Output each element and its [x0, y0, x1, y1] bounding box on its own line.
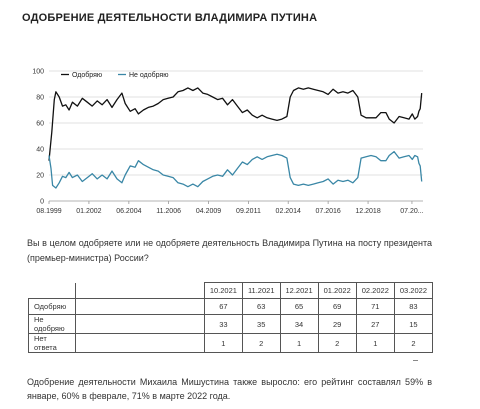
table-cell: 2 [241, 333, 281, 353]
x-tick-label: 08.1999 [36, 208, 61, 215]
y-tick-label: 60 [36, 121, 44, 128]
table-resize-handle[interactable] [413, 360, 418, 362]
table-column-header: 10.2021 [203, 282, 243, 299]
x-tick-label: 01.2002 [76, 208, 101, 215]
table-header-row: 10.2021 11.2021 12.2021 01.2022 02.2022 … [28, 282, 434, 299]
table-column-header: 11.2021 [241, 282, 281, 299]
footer-paragraph: Одобрение деятельности Михаила Мишустина… [27, 377, 432, 401]
table-column-header: 03.2022 [393, 282, 434, 299]
table-cell: 15 [393, 314, 434, 334]
survey-question: Вы в целом одобряете или не одобряете де… [27, 238, 432, 263]
x-tick-label: 09.2011 [236, 208, 261, 215]
table-gap-cell [74, 333, 205, 353]
poll-table: 10.2021 11.2021 12.2021 01.2022 02.2022 … [28, 282, 434, 353]
x-tick-label: 04.2009 [196, 208, 221, 215]
table-gap-cell [74, 314, 205, 334]
table-cell: 1 [355, 333, 395, 353]
y-tick-label: 40 [36, 147, 44, 154]
table-corner [28, 282, 76, 299]
x-tick-label: 07.2016 [315, 208, 340, 215]
table-corner-gap [75, 282, 205, 299]
y-tick-label: 100 [32, 69, 44, 76]
table-cell: 71 [355, 298, 395, 315]
chart-svg: 0 20 40 60 80 100 08.1999 01.2002 06.2004 11.2006… [32, 69, 423, 216]
table-row: Нет ответа 1 2 1 2 1 2 [28, 333, 434, 353]
table-cell: 1 [279, 333, 319, 353]
table-cell: 65 [279, 298, 319, 315]
table-cell: 83 [393, 298, 434, 315]
page-title: ОДОБРЕНИЕ ДЕЯТЕЛЬНОСТИ ВЛАДИМИРА ПУТИНА [22, 12, 318, 24]
table-column-header: 12.2021 [279, 282, 319, 299]
x-tick-label: 07.20... [400, 208, 423, 215]
legend-label: Не одобряю [129, 71, 168, 79]
row-label: Одобряю [28, 298, 76, 315]
y-tick-label: 80 [36, 95, 44, 102]
x-tick-label: 11.2006 [156, 208, 181, 215]
legend-label: Одобряю [72, 71, 102, 79]
table-cell: 29 [317, 314, 357, 334]
table-cell: 1 [203, 333, 243, 353]
table-cell: 2 [317, 333, 357, 353]
table-gap-cell [74, 298, 205, 315]
table-cell: 34 [279, 314, 319, 334]
table-column-header: 01.2022 [317, 282, 357, 299]
series-line-approve [48, 87, 423, 161]
row-label: Не одобряю [28, 314, 76, 334]
y-tick-label: 20 [36, 173, 44, 180]
x-tick-label: 02.2014 [276, 208, 301, 215]
table-cell: 35 [241, 314, 281, 334]
approval-chart: 0 20 40 60 80 100 08.1999 01.2002 06.2004 11.2006… [18, 58, 438, 220]
table-cell: 67 [203, 298, 243, 315]
row-label: Нет ответа [28, 333, 76, 353]
table-cell: 63 [241, 298, 281, 315]
table-row: Не одобряю 33 35 34 29 27 15 [28, 314, 434, 334]
table-row: Одобряю 67 63 65 69 71 83 [28, 298, 434, 315]
series-line-disapprove [48, 150, 423, 189]
table-cell: 33 [203, 314, 243, 334]
table-cell: 69 [317, 298, 357, 315]
x-tick-label: 12.2018 [355, 208, 380, 215]
table-cell: 2 [393, 333, 434, 353]
x-tick-label: 06.2004 [116, 208, 141, 215]
table-cell: 27 [355, 314, 395, 334]
table-column-header: 02.2022 [355, 282, 395, 299]
y-tick-label: 0 [40, 199, 44, 206]
